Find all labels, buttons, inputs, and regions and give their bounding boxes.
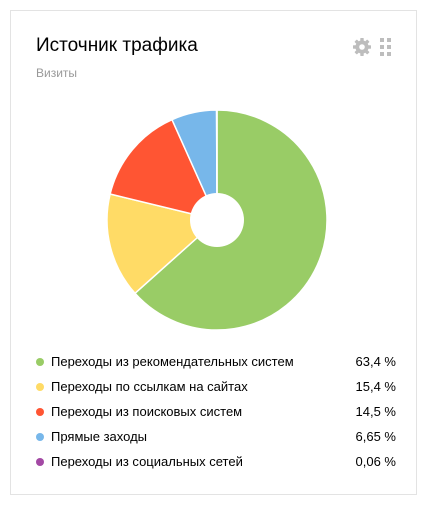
legend-item[interactable]: Переходы из социальных сетей 0,06 %: [36, 449, 396, 474]
legend-dot-icon: [36, 458, 44, 466]
widget-title: Источник трафика: [36, 35, 198, 56]
legend-value: 6,65 %: [355, 429, 396, 444]
widget-subtitle: Визиты: [36, 66, 78, 80]
legend-item[interactable]: Переходы из поисковых систем 14,5 %: [36, 399, 396, 424]
legend-value: 63,4 %: [355, 354, 396, 369]
pie-chart: [106, 109, 328, 331]
legend-value: 0,06 %: [355, 454, 396, 469]
traffic-source-widget: Источник трафика Визиты Переходы из реко…: [10, 10, 417, 495]
legend-label: Прямые заходы: [51, 429, 148, 444]
donut-hole: [190, 193, 244, 247]
drag-handle-icon[interactable]: [380, 38, 392, 56]
chart-legend: Переходы из рекомендательных систем 63,4 …: [36, 349, 396, 474]
legend-value: 15,4 %: [355, 379, 396, 394]
legend-item[interactable]: Прямые заходы 6,65 %: [36, 424, 396, 449]
legend-label: Переходы из рекомендательных систем: [51, 354, 294, 369]
legend-dot-icon: [36, 358, 44, 366]
legend-dot-icon: [36, 433, 44, 441]
legend-label: Переходы из социальных сетей: [51, 454, 243, 469]
legend-value: 14,5 %: [355, 404, 396, 419]
legend-dot-icon: [36, 383, 44, 391]
legend-label: Переходы по ссылкам на сайтах: [51, 379, 248, 394]
gear-icon[interactable]: [352, 37, 372, 57]
pie-slice[interactable]: [106, 193, 218, 295]
legend-label: Переходы из поисковых систем: [51, 404, 243, 419]
legend-item[interactable]: Переходы по ссылкам на сайтах 15,4 %: [36, 374, 396, 399]
legend-item[interactable]: Переходы из рекомендательных систем 63,4 …: [36, 349, 396, 374]
legend-dot-icon: [36, 408, 44, 416]
pie-slice[interactable]: [109, 118, 218, 221]
